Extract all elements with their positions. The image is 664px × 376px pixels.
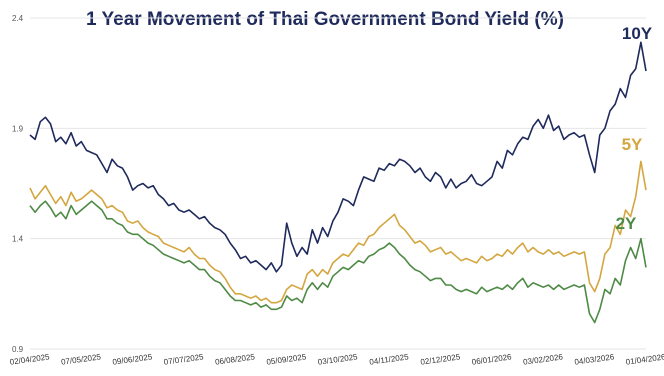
- y-tick-label: 0.9: [12, 345, 24, 354]
- x-tick-label: 09/06/2025: [112, 352, 153, 367]
- x-tick-label: 01/04/2026: [625, 352, 664, 367]
- x-tick-label: 07/07/2025: [163, 352, 204, 367]
- series-line-5y: [29, 160, 647, 304]
- series-line-10y: [29, 41, 647, 273]
- grid-lines: [30, 17, 646, 350]
- x-tick-label: 03/02/2026: [523, 352, 564, 367]
- series-labels: 10Y 5Y 2Y: [616, 24, 653, 233]
- x-tick-label: 04/03/2026: [574, 352, 615, 367]
- series-label-2y: 2Y: [616, 214, 637, 233]
- series-lines: [29, 41, 647, 324]
- x-axis-ticks: 02/04/2025 07/05/2025 09/06/2025 07/07/2025…: [9, 352, 664, 367]
- x-tick-label: 06/01/2026: [471, 352, 512, 367]
- series-line-2y: [29, 200, 647, 324]
- y-tick-label: 2.4: [12, 14, 24, 23]
- chart-title: 1 Year Movement of Thai Government Bond …: [86, 9, 564, 30]
- x-tick-label: 06/08/2025: [215, 352, 256, 367]
- x-tick-label: 03/10/2025: [317, 352, 358, 367]
- x-tick-label: 07/05/2025: [61, 352, 102, 367]
- y-tick-label: 1.4: [12, 235, 24, 244]
- series-label-5y: 5Y: [622, 135, 643, 154]
- x-tick-label: 05/09/2025: [266, 352, 307, 367]
- y-tick-label: 1.9: [12, 124, 24, 133]
- y-axis-ticks: 0.9 1.4 1.9 2.4: [12, 14, 24, 354]
- x-tick-label: 04/11/2025: [369, 352, 410, 366]
- series-label-10y: 10Y: [622, 24, 653, 43]
- x-tick-label: 02/12/2025: [420, 352, 461, 367]
- x-tick-label: 02/04/2025: [9, 352, 50, 367]
